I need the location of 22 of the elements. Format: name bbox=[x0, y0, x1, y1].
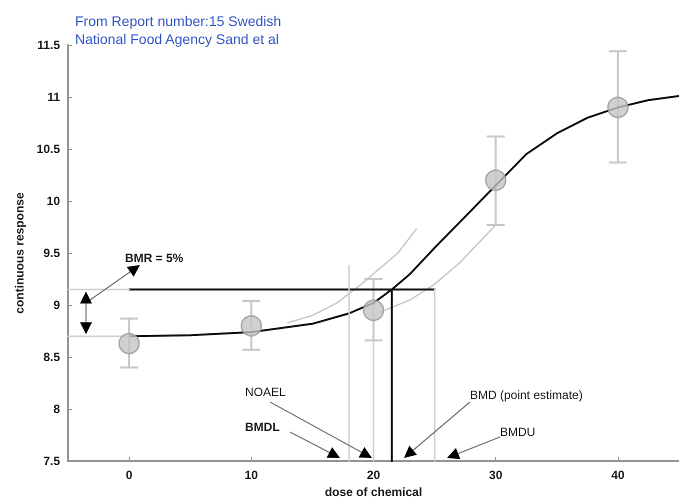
y-tick-label: 8 bbox=[53, 402, 60, 416]
annotation: BMD (point estimate) bbox=[470, 388, 583, 402]
y-tick-label: 7.5 bbox=[43, 454, 60, 468]
annotation: NOAEL bbox=[245, 385, 286, 399]
annotation: BMDU bbox=[500, 425, 536, 439]
y-tick-label: 10.5 bbox=[36, 142, 60, 156]
annotation: BMDL bbox=[245, 420, 280, 434]
x-axis-title: dose of chemical bbox=[324, 485, 422, 499]
x-tick-label: 30 bbox=[489, 468, 503, 482]
annotation: BMR = 5% bbox=[125, 251, 184, 265]
x-tick-label: 0 bbox=[126, 468, 133, 482]
annotation: From Report number:15 Swedish National Food Agency Sand et al bbox=[75, 13, 286, 47]
y-tick-label: 11.5 bbox=[37, 38, 60, 52]
y-tick-label: 11 bbox=[47, 90, 60, 104]
y-axis-title: continuous response bbox=[12, 192, 27, 314]
y-tick-label: 9 bbox=[53, 298, 60, 312]
x-tick-label: 10 bbox=[244, 468, 258, 482]
y-tick-label: 9.5 bbox=[43, 246, 60, 260]
y-tick-label: 8.5 bbox=[43, 350, 60, 364]
y-tick-label: 10 bbox=[46, 194, 60, 208]
x-tick-label: 20 bbox=[366, 468, 380, 482]
x-tick-label: 40 bbox=[611, 468, 625, 482]
